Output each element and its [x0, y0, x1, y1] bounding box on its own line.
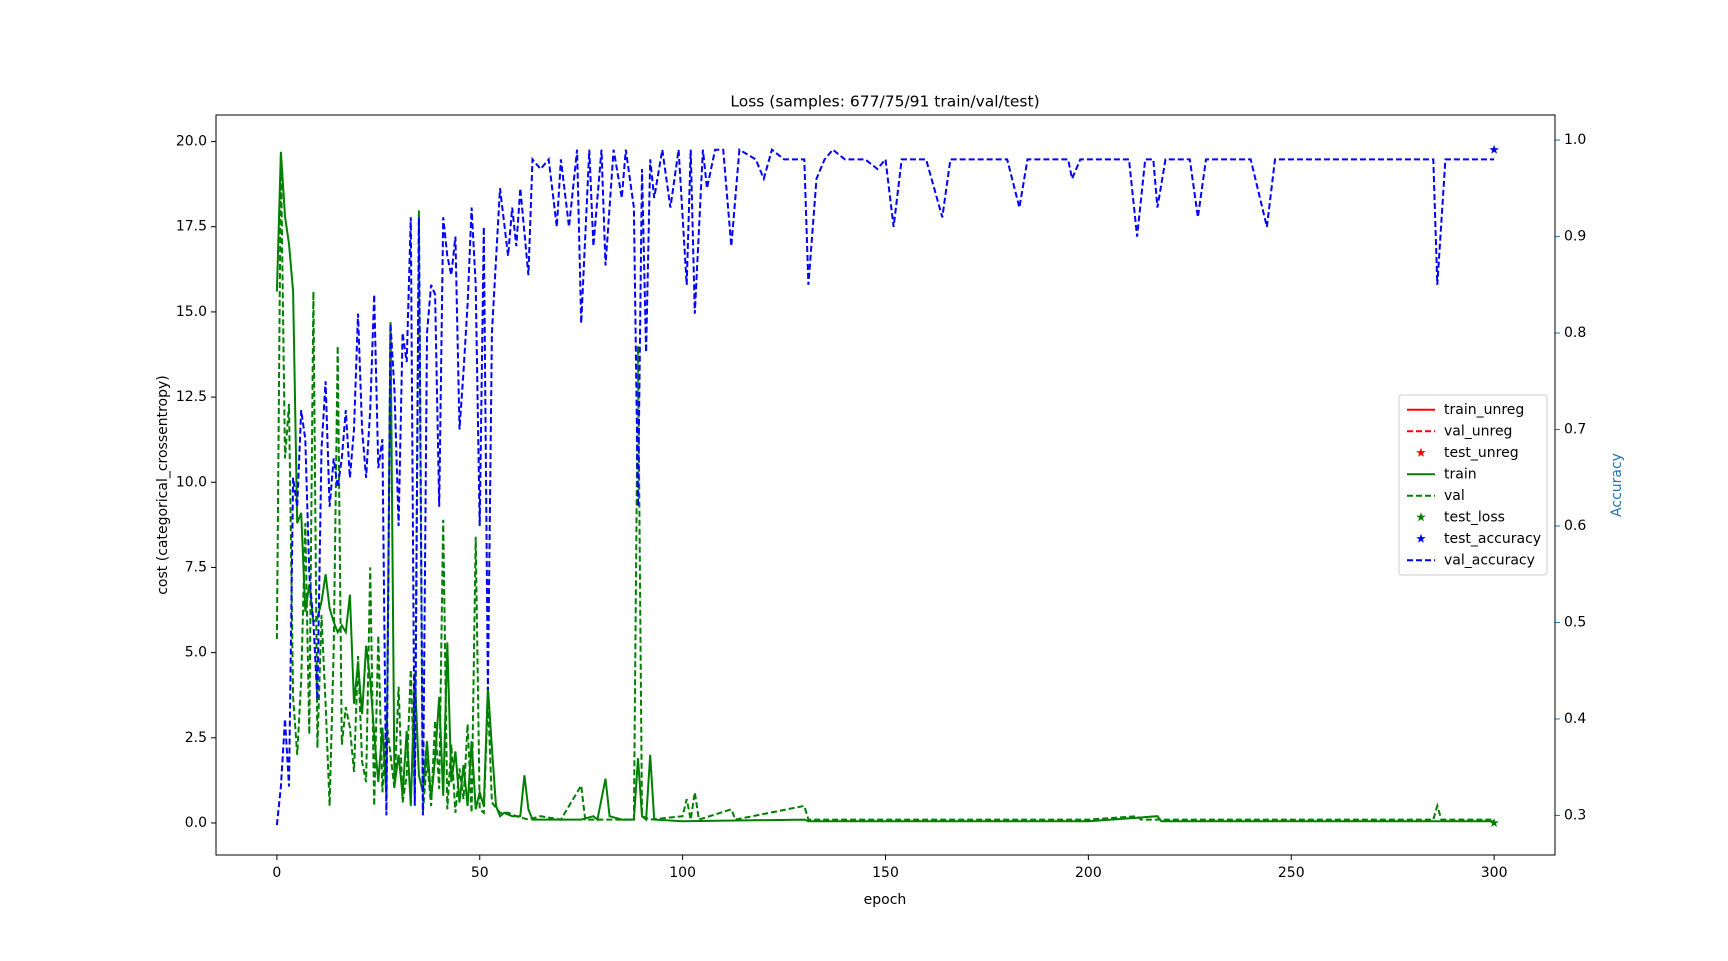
x-tick-label: 300	[1481, 865, 1508, 881]
x-axis-label: epoch	[864, 892, 907, 908]
y2-tick-label: 0.9	[1564, 229, 1586, 245]
y2-tick-label: 1.0	[1564, 132, 1586, 148]
legend-star	[1416, 447, 1426, 457]
x-tick-label: 50	[471, 865, 489, 881]
star-marker	[1489, 144, 1499, 154]
y2-tick-label: 0.4	[1564, 711, 1586, 727]
y2-tick-label: 0.8	[1564, 325, 1586, 341]
chart-title: Loss (samples: 677/75/91 train/val/test)	[730, 93, 1039, 111]
series-line	[275, 155, 1495, 821]
y-tick-label: 15.0	[176, 304, 207, 320]
legend-label: val_accuracy	[1444, 552, 1535, 568]
y2-tick-label: 0.5	[1564, 614, 1586, 630]
series-line	[275, 151, 1495, 823]
x-tick-label: 250	[1278, 865, 1305, 881]
x-tick-label: 150	[872, 865, 899, 881]
star-marker	[1489, 818, 1499, 827]
legend-star	[1416, 512, 1426, 522]
legend-label: test_accuracy	[1444, 531, 1541, 547]
y-tick-label: 0.0	[185, 815, 207, 831]
x-tick-label: 0	[272, 865, 281, 881]
legend-box	[1398, 394, 1548, 576]
y2-axis-label: Accuracy	[1609, 453, 1625, 517]
series-line	[275, 147, 1495, 826]
x-tick-label: 200	[1075, 865, 1102, 881]
y-tick-label: 10.0	[176, 474, 207, 490]
legend-label: train	[1444, 466, 1477, 482]
legend-label: val	[1444, 488, 1465, 504]
y2-tick-label: 0.7	[1564, 422, 1586, 438]
plot-frame	[215, 114, 1556, 856]
x-tick-label: 100	[669, 865, 696, 881]
legend-star	[1416, 533, 1426, 543]
y-tick-label: 2.5	[185, 730, 207, 746]
legend-label: val_unreg	[1444, 423, 1512, 439]
y2-tick-label: 0.3	[1564, 807, 1586, 823]
y-axis-label: cost (categorical_crossentropy)	[155, 375, 171, 595]
y2-tick-label: 0.6	[1564, 518, 1586, 534]
legend-label: train_unreg	[1444, 402, 1524, 418]
y-tick-label: 12.5	[176, 389, 207, 405]
legend-label: test_loss	[1444, 509, 1505, 525]
y-tick-label: 5.0	[185, 645, 207, 661]
y-tick-label: 7.5	[185, 559, 207, 575]
y-tick-label: 20.0	[176, 134, 207, 150]
y-tick-label: 17.5	[176, 219, 207, 235]
legend-label: test_unreg	[1444, 445, 1519, 461]
